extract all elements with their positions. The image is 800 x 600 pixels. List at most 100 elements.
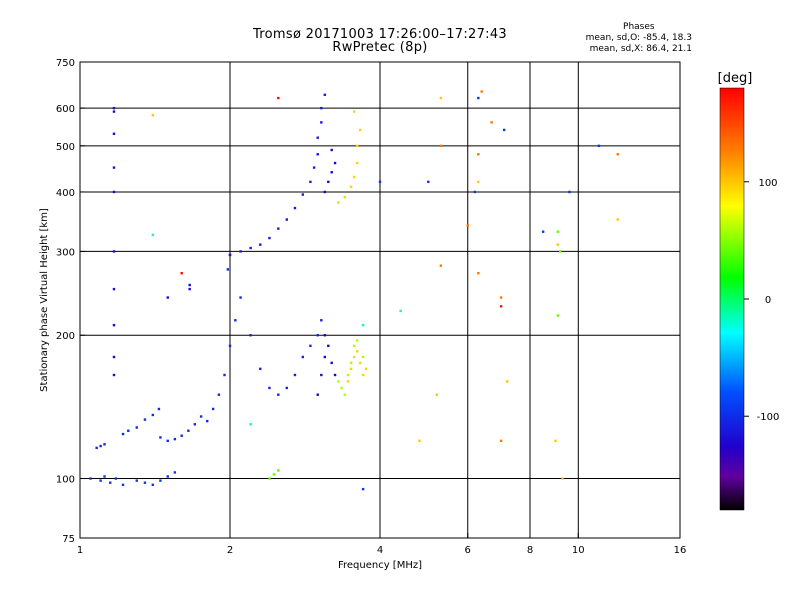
- data-point: [268, 236, 271, 240]
- data-point: [226, 268, 230, 271]
- data-point: [439, 144, 443, 148]
- data-point: [330, 361, 333, 365]
- x-tick-label: 6: [465, 545, 471, 556]
- data-point: [268, 477, 271, 480]
- grid-lines: [80, 62, 680, 538]
- data-point: [364, 367, 368, 371]
- data-point: [249, 423, 252, 426]
- data-point: [151, 483, 155, 487]
- data-point: [355, 350, 359, 353]
- data-point: [112, 106, 116, 110]
- data-point: [355, 339, 359, 342]
- y-tick-label: 75: [62, 534, 75, 545]
- data-point: [277, 469, 280, 472]
- data-point: [143, 418, 147, 421]
- data-point: [121, 432, 125, 436]
- x-tick-label: 2: [227, 545, 233, 556]
- data-point: [301, 355, 305, 359]
- data-point: [223, 373, 226, 377]
- data-point: [323, 93, 327, 96]
- data-point: [361, 487, 365, 491]
- data-point: [541, 230, 545, 233]
- data-point: [228, 253, 232, 257]
- data-point: [418, 439, 421, 443]
- data-point: [439, 264, 443, 267]
- data-point: [205, 419, 209, 423]
- data-point: [346, 380, 350, 383]
- data-point: [127, 429, 130, 432]
- data-point: [352, 110, 356, 113]
- data-point: [616, 153, 619, 156]
- data-point: [333, 373, 337, 377]
- data-point: [361, 373, 365, 377]
- colorbar-tick-label: -100: [757, 412, 780, 423]
- data-point: [320, 106, 323, 110]
- data-point: [112, 166, 116, 169]
- data-point: [135, 426, 138, 429]
- y-tick-label: 750: [56, 58, 75, 69]
- data-point: [499, 296, 503, 299]
- x-tick-label: 16: [674, 545, 687, 556]
- data-point: [157, 407, 161, 411]
- x-tick-label: 8: [527, 545, 533, 556]
- y-tick-label: 600: [56, 104, 75, 115]
- data-point: [239, 250, 242, 253]
- data-point: [378, 180, 382, 184]
- data-point: [320, 121, 323, 124]
- data-point: [477, 96, 480, 100]
- data-point: [330, 148, 333, 152]
- data-point: [112, 110, 116, 113]
- data-point: [480, 90, 483, 93]
- stats-heading: Phases: [623, 22, 655, 32]
- data-point: [199, 415, 203, 418]
- data-point: [473, 190, 477, 194]
- y-axis-label: Stationary phase Virtual Height [km]: [39, 208, 50, 392]
- data-point: [272, 473, 276, 476]
- data-point: [316, 393, 319, 396]
- data-point: [143, 481, 147, 484]
- data-point: [499, 439, 503, 443]
- data-point: [193, 423, 197, 426]
- data-point: [239, 296, 242, 299]
- data-point: [477, 272, 480, 275]
- stats-legend: Phases mean, sd,O: -85.4, 18.3 mean, sd,…: [586, 22, 692, 55]
- data-point: [502, 128, 506, 132]
- data-point: [337, 380, 340, 383]
- data-point: [121, 483, 125, 487]
- data-point: [188, 287, 191, 291]
- data-point: [343, 195, 347, 199]
- data-point: [234, 319, 237, 322]
- data-point: [112, 190, 116, 194]
- data-point: [309, 344, 312, 348]
- y-tick-label: 100: [56, 475, 75, 486]
- data-point: [505, 380, 509, 383]
- data-point: [323, 355, 327, 359]
- data-point: [112, 250, 116, 253]
- data-point: [597, 144, 601, 148]
- data-point: [346, 373, 350, 377]
- chart-title: Tromsø 20171003 17:26:00–17:27:43: [252, 27, 508, 42]
- colorbar-ticks: 100 0 -100: [744, 178, 779, 423]
- data-point: [323, 334, 327, 337]
- data-point: [95, 446, 98, 450]
- data-point: [228, 344, 232, 348]
- data-point: [556, 314, 560, 317]
- data-point: [427, 180, 430, 184]
- data-point: [340, 386, 343, 390]
- data-point: [277, 393, 280, 396]
- data-point: [211, 407, 215, 411]
- data-point: [293, 206, 297, 210]
- data-point: [616, 218, 619, 221]
- data-point: [109, 481, 112, 484]
- data-point: [316, 334, 319, 337]
- data-point: [559, 250, 562, 253]
- data-point: [320, 319, 323, 322]
- data-point: [151, 113, 155, 117]
- data-point: [159, 479, 162, 482]
- data-point: [259, 243, 262, 246]
- data-point: [358, 361, 362, 365]
- colorbar-label: [deg]: [718, 71, 753, 86]
- data-point: [180, 434, 183, 437]
- data-point: [316, 136, 319, 139]
- data-point: [556, 230, 560, 233]
